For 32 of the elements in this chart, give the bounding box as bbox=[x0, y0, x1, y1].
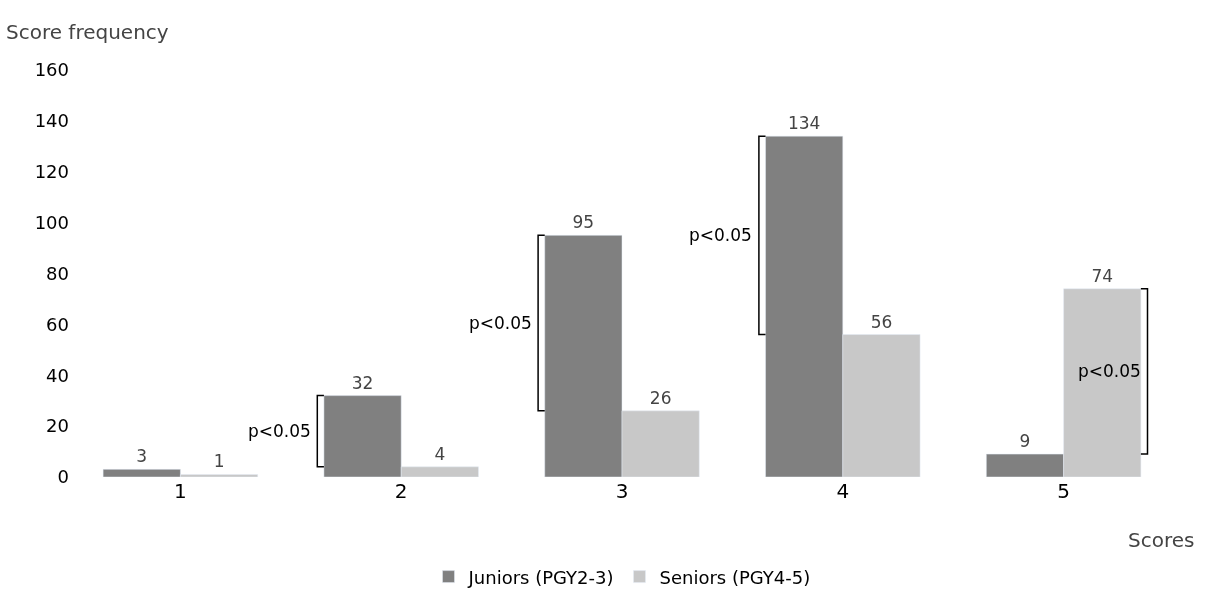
y-tick-label: 80 bbox=[46, 262, 69, 284]
data-label: 74 bbox=[1091, 265, 1114, 286]
y-tick-label: 100 bbox=[34, 211, 69, 233]
annotation: p<0.05 bbox=[1078, 361, 1141, 381]
legend-label: Seniors (PGY4-5) bbox=[659, 566, 811, 588]
x-tick-label: 4 bbox=[836, 479, 850, 503]
y-tick-label: 40 bbox=[46, 364, 69, 386]
data-label: 26 bbox=[649, 387, 672, 408]
annotation: p<0.05 bbox=[248, 421, 311, 441]
annotation: p<0.05 bbox=[689, 225, 752, 245]
data-label: 1 bbox=[213, 451, 225, 472]
y-tick-label: 20 bbox=[46, 415, 69, 437]
y-tick-label: 120 bbox=[34, 161, 69, 183]
data-label: 32 bbox=[351, 372, 374, 393]
data-label: 3 bbox=[136, 446, 148, 467]
x-tick-label: 1 bbox=[174, 479, 187, 503]
x-tick-label: 3 bbox=[615, 479, 629, 503]
x-tick-label: 2 bbox=[394, 479, 408, 503]
y-tick-label: 140 bbox=[34, 110, 69, 132]
x-axis-title: Scores bbox=[1128, 528, 1195, 552]
data-label: 56 bbox=[870, 311, 893, 332]
data-label: 134 bbox=[787, 113, 821, 134]
y-tick-label: 0 bbox=[57, 466, 69, 488]
y-axis-title: Score frequency bbox=[6, 20, 169, 44]
y-tick-label: 160 bbox=[34, 59, 69, 81]
annotation: p<0.05 bbox=[469, 313, 532, 333]
data-label: 4 bbox=[434, 443, 446, 464]
y-tick-label: 60 bbox=[46, 313, 69, 335]
data-label: 95 bbox=[572, 212, 595, 233]
data-label: 9 bbox=[1019, 431, 1031, 452]
legend-label: Juniors (PGY2-3) bbox=[467, 566, 614, 588]
x-tick-label: 5 bbox=[1057, 479, 1070, 503]
